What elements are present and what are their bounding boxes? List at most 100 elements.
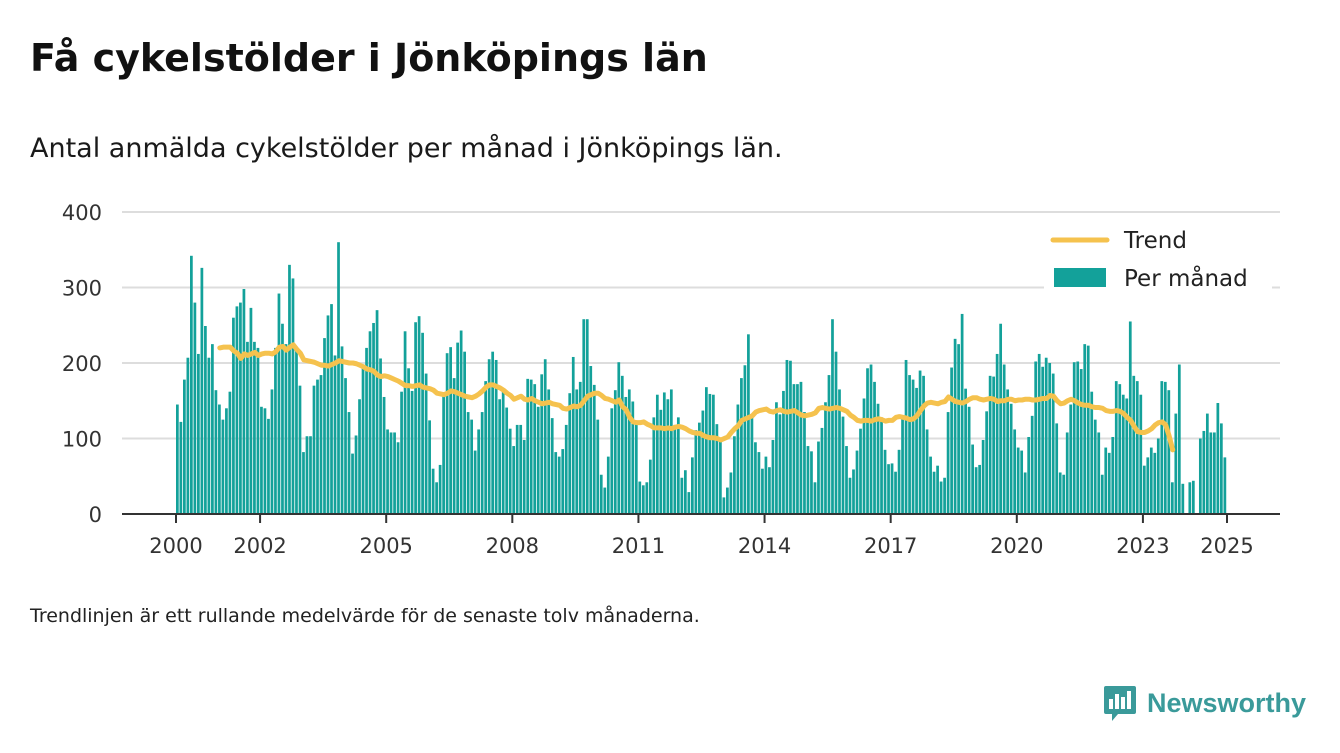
bar (295, 349, 298, 514)
bar (1013, 429, 1017, 514)
bar (883, 449, 887, 514)
bar (1034, 361, 1038, 514)
bar (834, 351, 838, 514)
bar (733, 436, 736, 514)
bar (799, 381, 803, 515)
bar (1058, 472, 1062, 514)
bar (291, 278, 295, 514)
bar (578, 381, 582, 515)
bar (641, 485, 645, 514)
bar (417, 316, 421, 514)
x-tick-label: 2002 (233, 534, 286, 558)
bar (722, 497, 726, 514)
bar (575, 389, 579, 514)
bar (218, 404, 221, 514)
bar (915, 387, 918, 514)
bar (1079, 369, 1083, 514)
bar (183, 379, 186, 514)
bar (232, 317, 235, 514)
bar (1051, 373, 1055, 514)
bar-chart-speech-bubble-icon (1104, 686, 1136, 721)
bar (778, 414, 782, 514)
bar (284, 344, 288, 515)
bar (929, 456, 932, 514)
bar (922, 375, 925, 514)
bar (1020, 450, 1024, 514)
bar (827, 375, 831, 514)
bar (918, 370, 922, 514)
bar (813, 482, 817, 514)
bar (705, 387, 708, 514)
bar (480, 412, 484, 514)
bar (838, 389, 841, 514)
bar (1118, 384, 1122, 514)
bar (1170, 482, 1174, 514)
bar (715, 424, 719, 514)
bar (719, 440, 722, 514)
bar (281, 323, 284, 514)
bar (1153, 452, 1157, 514)
bar (501, 391, 505, 514)
bar (1209, 432, 1213, 514)
bar (375, 310, 379, 514)
bar (505, 407, 509, 514)
bar (270, 389, 274, 514)
bar (638, 481, 642, 514)
bar (1041, 366, 1045, 514)
bar (1132, 375, 1136, 514)
bar (1083, 344, 1087, 515)
bar (1023, 472, 1027, 514)
bar (396, 442, 400, 514)
brand-name: Newsworthy (1147, 687, 1307, 718)
bar (221, 419, 225, 515)
bar (263, 408, 267, 514)
bar (204, 326, 207, 514)
legend-bars-label: Per månad (1124, 264, 1248, 292)
trend-series (217, 342, 1176, 453)
bar (726, 487, 729, 514)
bar (1062, 474, 1066, 514)
bar (599, 474, 603, 514)
bar (582, 319, 586, 514)
bar (631, 401, 635, 514)
bar (519, 424, 523, 514)
bar (1135, 381, 1139, 514)
bar (683, 470, 687, 514)
bar (435, 482, 438, 514)
bar (855, 450, 859, 514)
bar (904, 359, 908, 514)
bar (302, 452, 305, 514)
bar (256, 347, 260, 514)
x-tick-label: 2020 (990, 534, 1043, 558)
bar (589, 366, 593, 514)
bar (701, 410, 705, 514)
bar (200, 267, 204, 514)
bar (197, 353, 200, 514)
bar (768, 467, 771, 514)
bar (960, 313, 964, 514)
bar (186, 357, 190, 514)
bar (810, 451, 813, 514)
bar (957, 344, 960, 515)
bar (1139, 394, 1143, 514)
trend-line (217, 342, 1176, 453)
bar (596, 419, 600, 515)
bar (463, 351, 466, 514)
bar (368, 331, 372, 514)
y-tick-label: 100 (62, 428, 102, 452)
bar (515, 424, 519, 514)
bar (246, 341, 249, 514)
bar (817, 441, 820, 514)
bar (740, 378, 743, 514)
bar (613, 390, 617, 514)
bar (571, 356, 575, 514)
bar (771, 440, 775, 514)
bar (698, 422, 701, 514)
y-tick-label: 400 (62, 201, 102, 225)
bar (824, 402, 827, 514)
bar (176, 404, 179, 514)
bar (694, 430, 698, 514)
bar (708, 393, 712, 514)
bar (470, 419, 474, 515)
bar (859, 428, 862, 514)
